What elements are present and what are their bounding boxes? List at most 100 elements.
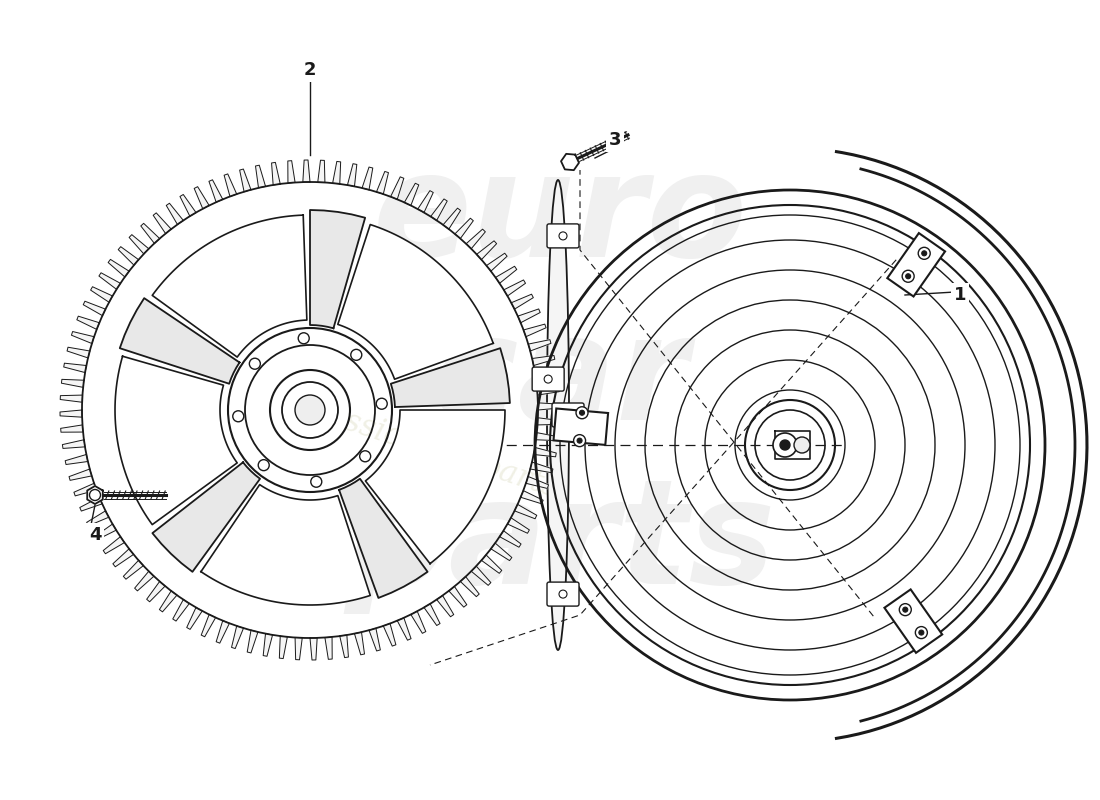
Circle shape <box>295 395 324 425</box>
Polygon shape <box>437 595 453 617</box>
Polygon shape <box>201 485 371 605</box>
Polygon shape <box>180 194 196 216</box>
Polygon shape <box>141 223 160 243</box>
Circle shape <box>794 437 810 453</box>
Polygon shape <box>116 356 238 525</box>
Circle shape <box>282 382 338 438</box>
Polygon shape <box>431 199 448 221</box>
Circle shape <box>311 476 322 487</box>
Polygon shape <box>491 543 512 561</box>
Polygon shape <box>160 591 177 612</box>
Polygon shape <box>60 410 82 417</box>
Circle shape <box>360 450 371 462</box>
Polygon shape <box>80 498 102 511</box>
Polygon shape <box>69 469 91 480</box>
Circle shape <box>903 607 907 612</box>
Polygon shape <box>520 490 543 504</box>
Polygon shape <box>146 582 165 602</box>
Polygon shape <box>397 618 411 640</box>
Polygon shape <box>279 636 287 658</box>
Circle shape <box>376 398 387 410</box>
Polygon shape <box>884 590 943 653</box>
Polygon shape <box>424 604 440 626</box>
Polygon shape <box>471 566 491 586</box>
Polygon shape <box>295 638 302 660</box>
Polygon shape <box>532 355 554 366</box>
Polygon shape <box>368 628 381 651</box>
Polygon shape <box>536 433 559 441</box>
Circle shape <box>576 406 588 418</box>
Polygon shape <box>62 379 84 387</box>
Polygon shape <box>72 331 95 343</box>
Polygon shape <box>90 286 112 302</box>
Polygon shape <box>332 162 341 184</box>
Text: 1: 1 <box>954 286 966 304</box>
Circle shape <box>900 604 911 616</box>
FancyBboxPatch shape <box>552 403 584 427</box>
Polygon shape <box>515 504 537 518</box>
Text: 4: 4 <box>89 526 101 544</box>
Circle shape <box>233 410 244 422</box>
Circle shape <box>89 490 100 501</box>
Circle shape <box>905 274 911 278</box>
Polygon shape <box>535 371 558 380</box>
Polygon shape <box>84 302 106 316</box>
Polygon shape <box>390 177 404 199</box>
Polygon shape <box>410 611 426 634</box>
Polygon shape <box>272 162 280 185</box>
Polygon shape <box>338 225 493 379</box>
Polygon shape <box>455 218 473 238</box>
Polygon shape <box>123 560 143 579</box>
Polygon shape <box>201 614 216 637</box>
Circle shape <box>578 438 582 443</box>
Polygon shape <box>340 635 349 658</box>
Polygon shape <box>60 425 84 432</box>
Polygon shape <box>310 638 317 660</box>
Polygon shape <box>383 623 396 646</box>
Polygon shape <box>390 348 510 407</box>
Polygon shape <box>195 186 209 209</box>
Polygon shape <box>538 418 560 425</box>
Circle shape <box>922 251 926 256</box>
Polygon shape <box>561 154 579 170</box>
Polygon shape <box>495 266 517 283</box>
Circle shape <box>250 358 261 370</box>
Polygon shape <box>365 410 505 564</box>
Polygon shape <box>460 577 480 597</box>
Polygon shape <box>324 637 332 659</box>
Polygon shape <box>348 164 356 186</box>
Polygon shape <box>120 298 240 384</box>
Polygon shape <box>64 363 87 373</box>
Text: euro
car
parts: euro car parts <box>344 146 776 614</box>
Polygon shape <box>888 233 945 297</box>
FancyBboxPatch shape <box>532 367 564 391</box>
Polygon shape <box>134 571 154 591</box>
Polygon shape <box>443 208 461 229</box>
Polygon shape <box>240 169 251 192</box>
Polygon shape <box>376 171 388 194</box>
Circle shape <box>298 333 309 344</box>
Polygon shape <box>95 524 117 540</box>
Polygon shape <box>318 160 324 182</box>
Circle shape <box>573 434 585 446</box>
Polygon shape <box>537 388 559 395</box>
Polygon shape <box>118 246 139 265</box>
Polygon shape <box>499 530 521 547</box>
Polygon shape <box>152 215 307 357</box>
Polygon shape <box>418 190 433 213</box>
Polygon shape <box>354 632 364 654</box>
Polygon shape <box>538 403 560 410</box>
Polygon shape <box>87 486 102 504</box>
Polygon shape <box>528 340 551 351</box>
Polygon shape <box>129 234 149 254</box>
Polygon shape <box>217 621 230 643</box>
Polygon shape <box>504 280 526 296</box>
Polygon shape <box>255 166 265 188</box>
Polygon shape <box>526 477 549 489</box>
Polygon shape <box>476 241 496 260</box>
Polygon shape <box>449 586 466 607</box>
FancyBboxPatch shape <box>547 224 579 248</box>
Text: 3: 3 <box>608 131 622 149</box>
Circle shape <box>902 270 914 282</box>
Polygon shape <box>302 160 310 182</box>
